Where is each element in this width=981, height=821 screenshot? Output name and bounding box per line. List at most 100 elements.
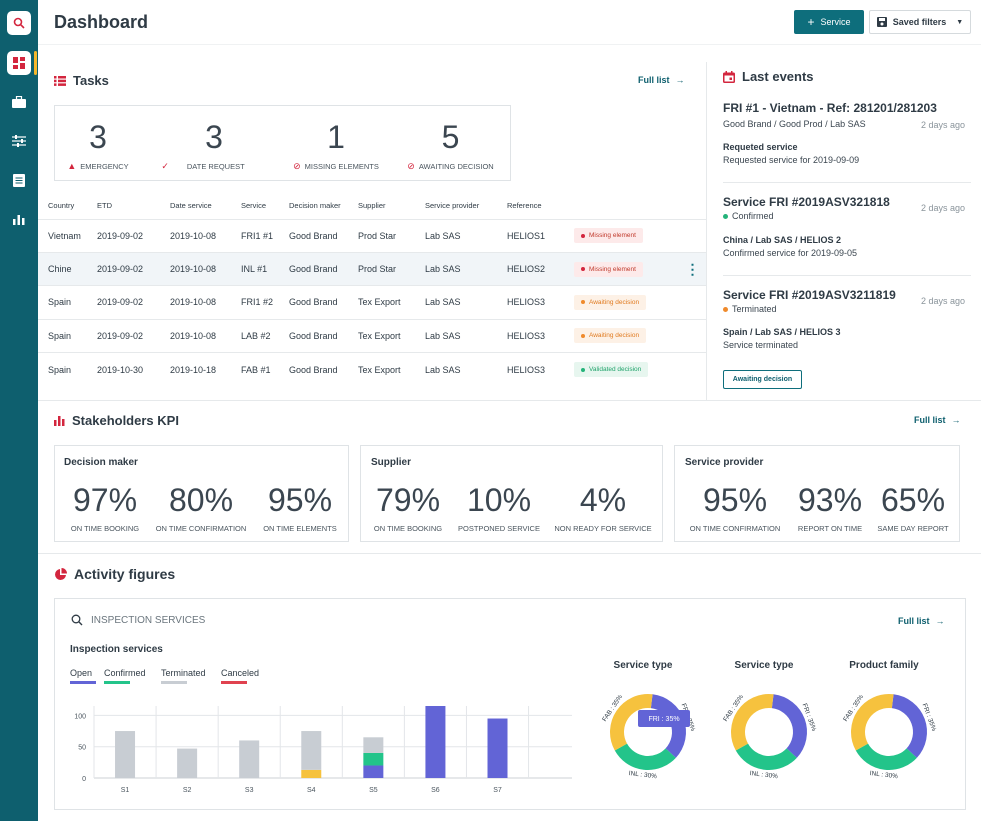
section-divider [38, 400, 981, 401]
briefcase-nav-button[interactable] [7, 90, 31, 114]
table-row[interactable]: Vietnam 2019-09-02 2019-10-08 FRI1 #1 Go… [38, 219, 706, 253]
search-box[interactable]: INSPECTION SERVICES [71, 614, 205, 626]
table-header-row: Country ETD Date service Service Decisio… [38, 193, 706, 220]
col-service-provider[interactable]: Service provider [425, 193, 507, 220]
warning-icon: ▲ [67, 161, 77, 171]
table-row[interactable]: Spain 2019-09-02 2019-10-08 LAB #2 Good … [38, 319, 706, 354]
cell-etd: 2019-09-02 [97, 219, 170, 253]
cell-service: FAB #1 [241, 364, 271, 375]
cell-etd: 2019-09-02 [97, 285, 170, 320]
cell-service: INL #1 [241, 252, 289, 287]
tasks-title-text: Tasks [73, 73, 109, 88]
cell-supplier: Prod Star [358, 219, 425, 253]
arrow-right-icon: → [951, 415, 961, 425]
kpi-label: ON TIME BOOKING [373, 524, 443, 533]
kpi-card[interactable]: 95% ON TIME ELEMENTS [256, 484, 344, 533]
bar-terminated [239, 740, 260, 778]
dashboard-nav-button[interactable] [7, 51, 31, 75]
donut-chart: FRI : 35%INL : 30%FAB : 35% [842, 693, 937, 780]
bar-terminated [301, 731, 322, 770]
cell-ref: HELIOS3 [507, 285, 574, 320]
col-supplier[interactable]: Supplier [358, 193, 425, 220]
kpi-emergency-value: 3 [89, 119, 107, 155]
bar-terminated [115, 731, 136, 778]
kpi-value: 4% [579, 482, 627, 518]
kpi-card[interactable]: 93% REPORT ON TIME [792, 484, 868, 533]
x-tick-label: S3 [245, 787, 254, 794]
search-icon [13, 17, 25, 29]
col-service[interactable]: Service [241, 193, 289, 220]
col-country[interactable]: Country [38, 193, 97, 220]
event-title: Service FRI #2019ASV3211819 [723, 288, 896, 302]
sidebar [0, 0, 38, 821]
kpi-emergency-label: EMERGENCY [80, 161, 129, 171]
cell-ref: HELIOS2 [507, 252, 574, 287]
filters-nav-button[interactable] [7, 129, 31, 153]
kpi-card[interactable]: 4% NON READY FOR SERVICE [548, 484, 658, 533]
cell-country: Chine [38, 252, 97, 287]
cell-supplier: Tex Export [358, 319, 425, 354]
legend-open: Open [70, 668, 96, 684]
stakeholders-full-list-label: Full list [914, 415, 946, 425]
donut-title: Service type [734, 660, 794, 671]
cell-country: Spain [38, 319, 97, 354]
kpi-card[interactable]: 97% ON TIME BOOKING [60, 484, 150, 533]
kpi-missing-elements[interactable]: 1 ⊘ MISSING ELEMENTS [286, 121, 386, 172]
donut-slice [731, 694, 774, 751]
donut-slice [855, 743, 917, 770]
kpi-awaiting-decision[interactable]: 5 ⊘ AWAITING DECISION [398, 121, 503, 172]
kpi-card[interactable]: 65% SAME DAY REPORT [872, 484, 954, 533]
kpi-date-request-label: DATE REQUEST [186, 162, 245, 171]
cell-supplier: Tex Export [358, 285, 425, 320]
kpi-value: 80% [168, 482, 234, 518]
col-etd[interactable]: ETD [97, 193, 170, 220]
activity-full-list-link[interactable]: Full list → [898, 616, 945, 626]
cell-service: FRI1 #1 [241, 219, 289, 253]
legend-label: Canceled [221, 668, 260, 678]
kpi-emergency[interactable]: 3 ▲ EMERGENCY [58, 121, 138, 171]
page-title: Dashboard [54, 12, 149, 32]
awaiting-decision-button[interactable]: Awaiting decision [723, 370, 802, 389]
cell-dm: Good Brand [289, 252, 358, 287]
table-row[interactable]: Spain 2019-10-30 2019-10-18 FAB #1 Good … [38, 353, 706, 386]
search-input-placeholder: INSPECTION SERVICES [91, 614, 206, 626]
dashboard-icon [13, 57, 25, 69]
cell-service: FRI1 #2 [241, 285, 289, 320]
event-status: Confirmed [723, 211, 774, 221]
event-time: 2 days ago [920, 203, 965, 213]
search-icon [71, 614, 83, 626]
bar-pending [301, 769, 322, 778]
col-decision-maker[interactable]: Decision maker [289, 193, 358, 220]
legend-label: Terminated [161, 668, 206, 678]
kpi-card[interactable]: 79% ON TIME BOOKING [366, 484, 450, 533]
kpi-label: ON TIME CONFIRMATION [689, 524, 781, 533]
search-nav-button[interactable] [7, 11, 31, 35]
stats-nav-button[interactable] [7, 207, 31, 231]
add-service-button[interactable]: + Service [794, 10, 864, 34]
more-vertical-icon[interactable]: ⋮ [679, 252, 706, 287]
legend-terminated: Terminated [161, 668, 206, 684]
kpi-missing-value: 1 [327, 119, 345, 155]
saved-filters-dropdown[interactable]: Saved filters ▼ [869, 10, 971, 34]
stakeholders-full-list-link[interactable]: Full list → [914, 415, 961, 425]
donut-title: Service type [613, 660, 673, 671]
x-tick-label: S6 [431, 787, 440, 794]
cell-ref: HELIOS3 [507, 364, 546, 375]
table-row[interactable]: Spain 2019-09-02 2019-10-08 FRI1 #2 Good… [38, 285, 706, 320]
cell-etd: 2019-09-02 [97, 252, 170, 287]
documents-nav-button[interactable] [7, 168, 31, 192]
status-badge-label: Missing element [589, 265, 636, 273]
kpi-awaiting-value: 5 [441, 119, 460, 155]
kpi-date-request[interactable]: 3 ✓ DATE REQUEST [143, 121, 263, 172]
status-badge-label: Validated decision [589, 366, 642, 373]
col-reference[interactable]: Reference [507, 193, 574, 220]
tasks-full-list-link[interactable]: Full list → [638, 75, 685, 85]
caret-down-icon: ▼ [956, 18, 964, 26]
table-row[interactable]: Chine 2019-09-02 2019-10-08 INL #1 Good … [38, 252, 706, 287]
col-date-service[interactable]: Date service [170, 193, 241, 220]
plus-icon: + [807, 15, 815, 29]
kpi-card[interactable]: 10% POSTPONED SERVICE [450, 484, 548, 533]
kpi-card[interactable]: 80% ON TIME CONFIRMATION [146, 484, 256, 533]
check-icon: ✓ [161, 161, 169, 171]
kpi-card[interactable]: 95% ON TIME CONFIRMATION [680, 484, 790, 533]
